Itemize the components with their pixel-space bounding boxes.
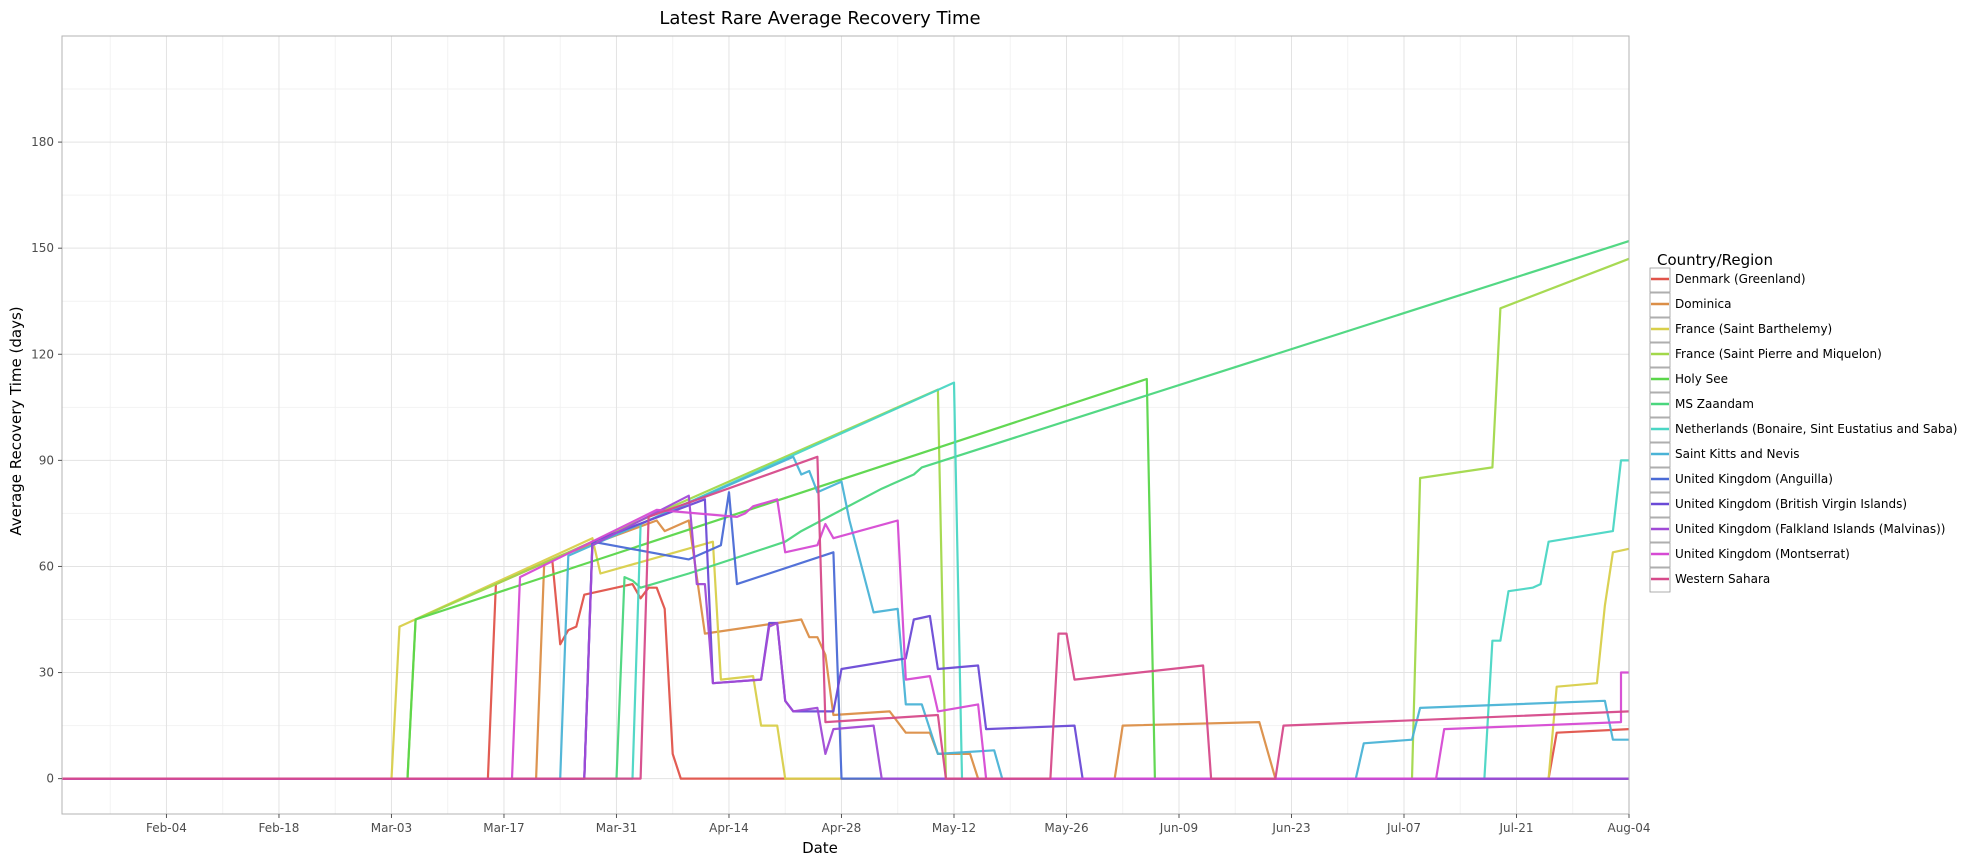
x-axis-title: Date bbox=[802, 839, 838, 857]
y-tick-label: 0 bbox=[46, 772, 54, 786]
legend-label: Saint Kitts and Nevis bbox=[1675, 447, 1800, 461]
legend-label: France (Saint Barthelemy) bbox=[1675, 322, 1832, 336]
x-tick-label: Apr-14 bbox=[709, 821, 749, 835]
y-tick-label: 150 bbox=[31, 241, 54, 255]
y-tick-label: 120 bbox=[31, 347, 54, 361]
x-tick-label: Mar-31 bbox=[596, 821, 637, 835]
legend-label: Western Sahara bbox=[1675, 572, 1770, 586]
x-tick-label: Jul-07 bbox=[1386, 821, 1421, 835]
legend-label: Holy See bbox=[1675, 372, 1728, 386]
series-line bbox=[62, 537, 1630, 780]
legend-label: United Kingdom (British Virgin Islands) bbox=[1675, 497, 1907, 511]
series-line bbox=[62, 455, 1629, 780]
series-lines bbox=[62, 240, 1630, 780]
x-tick-label: Jun-23 bbox=[1271, 821, 1310, 835]
y-tick-label: 60 bbox=[39, 559, 54, 573]
series-line bbox=[62, 240, 1630, 780]
series-line bbox=[62, 498, 1629, 780]
legend-title: Country/Region bbox=[1657, 251, 1773, 269]
plot-panel bbox=[62, 36, 1629, 814]
x-tick-label: Feb-04 bbox=[146, 821, 187, 835]
y-tick-label: 90 bbox=[39, 453, 54, 467]
legend-label: United Kingdom (Montserrat) bbox=[1675, 547, 1850, 561]
legend-label: France (Saint Pierre and Miquelon) bbox=[1675, 347, 1882, 361]
legend-label: Netherlands (Bonaire, Sint Eustatius and… bbox=[1675, 422, 1958, 436]
x-tick-label: Mar-17 bbox=[483, 821, 524, 835]
series-line bbox=[62, 494, 1629, 780]
y-axis-title: Average Recovery Time (days) bbox=[7, 306, 25, 535]
axes: Feb-04 Feb-18 Mar-03 Mar-17 Mar-31 Apr-14 Apr-… bbox=[31, 135, 1650, 835]
x-tick-label: Aug-04 bbox=[1607, 821, 1650, 835]
x-tick-label: May-26 bbox=[1044, 821, 1088, 835]
y-tick-label: 30 bbox=[39, 666, 54, 680]
legend-label: Dominica bbox=[1675, 297, 1732, 311]
legend: Country/Region Denmark (Greenland) Domini… bbox=[1649, 251, 1958, 593]
y-tick-label: 180 bbox=[31, 135, 54, 149]
x-tick-label: Mar-03 bbox=[371, 821, 412, 835]
legend-label: Denmark (Greenland) bbox=[1675, 272, 1806, 286]
plot-border bbox=[61, 35, 1630, 815]
x-tick-label: Apr-28 bbox=[822, 821, 862, 835]
x-tick-label: May-12 bbox=[932, 821, 976, 835]
x-tick-label: Jul-21 bbox=[1498, 821, 1533, 835]
series-line bbox=[62, 455, 1630, 780]
series-line bbox=[62, 498, 1629, 780]
legend-label: MS Zaandam bbox=[1675, 397, 1754, 411]
x-tick-label: Jun-09 bbox=[1159, 821, 1198, 835]
chart-title: Latest Rare Average Recovery Time bbox=[659, 8, 980, 29]
legend-label: United Kingdom (Anguilla) bbox=[1675, 472, 1833, 486]
x-tick-label: Feb-18 bbox=[259, 821, 300, 835]
legend-label: United Kingdom (Falkland Islands (Malvin… bbox=[1675, 522, 1945, 536]
